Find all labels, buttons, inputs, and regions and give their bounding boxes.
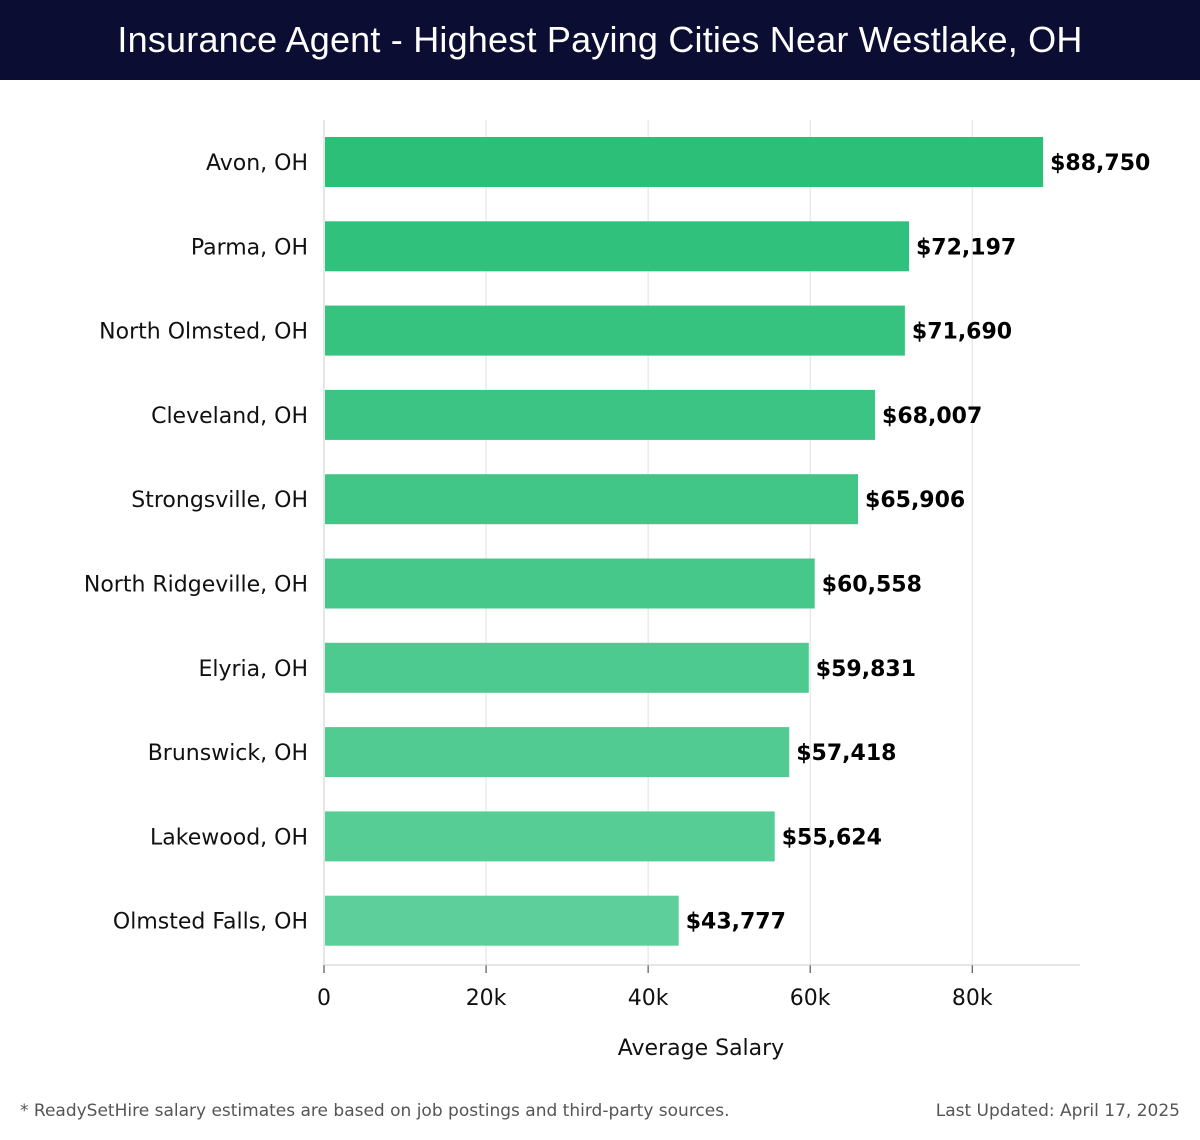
value-label-9: $43,777 [686, 910, 786, 935]
x-tick-label-3: 60k [790, 986, 831, 1011]
bars [325, 137, 1044, 946]
category-label-3: Cleveland, OH [151, 404, 308, 429]
axes [323, 120, 1080, 973]
bar-3 [325, 389, 876, 440]
footer-note: * ReadySetHire salary estimates are base… [20, 1101, 730, 1121]
value-label-3: $68,007 [882, 404, 982, 429]
x-tick-label-4: 80k [952, 986, 993, 1011]
category-label-6: Elyria, OH [198, 657, 308, 682]
value-label-2: $71,690 [912, 320, 1012, 345]
value-label-4: $65,906 [865, 488, 965, 513]
category-label-7: Brunswick, OH [148, 741, 308, 766]
category-label-1: Parma, OH [191, 235, 308, 260]
value-label-5: $60,558 [822, 573, 922, 598]
category-label-2: North Olmsted, OH [99, 320, 308, 345]
labels: 0 20k 40k 60k 80k Avon, OH $88,750 Parma, OH $72… [84, 151, 1150, 1011]
bar-9 [325, 895, 679, 946]
x-tick-label-2: 40k [628, 986, 669, 1011]
value-label-6: $59,831 [816, 657, 916, 682]
header-bar: Insurance Agent - Highest Paying Cities … [0, 0, 1200, 80]
category-label-9: Olmsted Falls, OH [113, 910, 308, 935]
x-axis-title: Average Salary [618, 1036, 784, 1061]
chart-title: Insurance Agent - Highest Paying Cities … [117, 19, 1083, 60]
bar-0 [325, 137, 1044, 187]
category-label-8: Lakewood, OH [150, 825, 308, 850]
bar-4 [325, 474, 859, 525]
bar-1 [325, 221, 910, 272]
value-label-8: $55,624 [782, 825, 882, 850]
category-label-4: Strongsville, OH [131, 488, 308, 513]
bar-chart: 0 20k 40k 60k 80k Avon, OH $88,750 Parma, OH $72… [84, 120, 1150, 1061]
bar-5 [325, 558, 815, 609]
value-label-7: $57,418 [796, 741, 896, 766]
bar-6 [325, 642, 809, 693]
bar-7 [325, 727, 790, 778]
category-label-0: Avon, OH [206, 151, 308, 176]
x-tick-label-0: 0 [317, 986, 331, 1011]
value-label-0: $88,750 [1050, 151, 1150, 176]
value-label-1: $72,197 [916, 235, 1016, 260]
bar-8 [325, 811, 775, 862]
footer-last-updated: Last Updated: April 17, 2025 [935, 1101, 1180, 1121]
category-label-5: North Ridgeville, OH [84, 573, 308, 598]
bar-2 [325, 305, 905, 356]
x-tick-label-1: 20k [466, 986, 507, 1011]
